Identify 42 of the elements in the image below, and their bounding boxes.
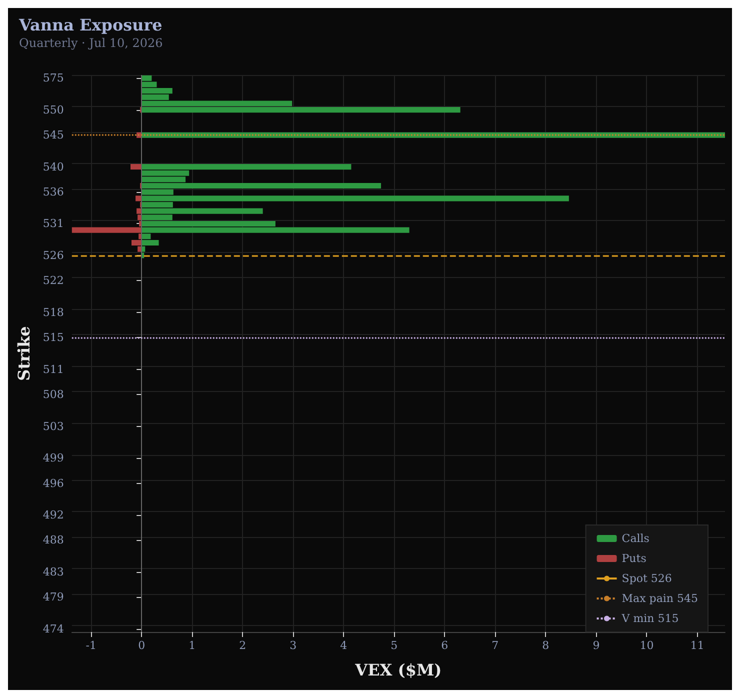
y-tick-label: 550 [42,103,64,116]
x-tick-label: 1 [188,639,196,652]
y-tick-label: 508 [42,388,64,402]
chart-title: Vanna Exposure [18,16,162,34]
x-tick-label: 4 [340,639,348,652]
y-tick-label: 492 [42,508,64,522]
x-tick-label: 11 [690,639,704,652]
x-tick-label: 0 [138,639,146,652]
y-tick-label: 515 [42,331,64,344]
legend-label: Puts [622,552,647,565]
y-tick-label: 483 [42,565,64,578]
y-tick-label: 531 [42,217,64,230]
y-tick-label: 522 [42,274,64,288]
x-tick-label: 9 [592,639,600,652]
legend-label: V min 515 [620,612,679,625]
x-tick-label: -1 [86,639,96,652]
x-tick-label: 6 [441,639,448,652]
legend-label: Spot 526 [622,572,672,585]
y-tick-label: 540 [42,160,64,174]
y-tick-label: 474 [42,622,64,636]
chart-subtitle: Quarterly · Jul 10, 2026 [19,36,163,50]
y-tick-label: 496 [42,476,64,490]
x-tick-label: 3 [290,639,297,652]
x-tick-label: 5 [390,639,398,652]
y-tick-label: 511 [42,362,64,376]
y-tick-label: 499 [42,451,64,464]
x-tick-label: 7 [492,639,499,652]
x-tick-label: 10 [640,639,654,652]
y-tick-label: 545 [42,128,64,142]
x-axis-title: VEX ($M) [354,660,442,680]
legend-label: Calls [622,532,650,545]
y-tick-label: 503 [42,420,64,433]
legend-label: Max pain 545 [622,592,698,605]
y-tick-label: 518 [42,306,64,319]
y-axis-title: Strike [14,326,34,381]
y-tick-label: 575 [42,72,64,85]
y-tick-label: 526 [42,248,64,262]
x-tick-label: 8 [542,639,550,652]
y-tick-label: 479 [42,590,64,604]
x-tick-label: 2 [239,639,246,652]
y-tick-label: 536 [42,186,64,199]
y-tick-label: 488 [42,534,64,547]
